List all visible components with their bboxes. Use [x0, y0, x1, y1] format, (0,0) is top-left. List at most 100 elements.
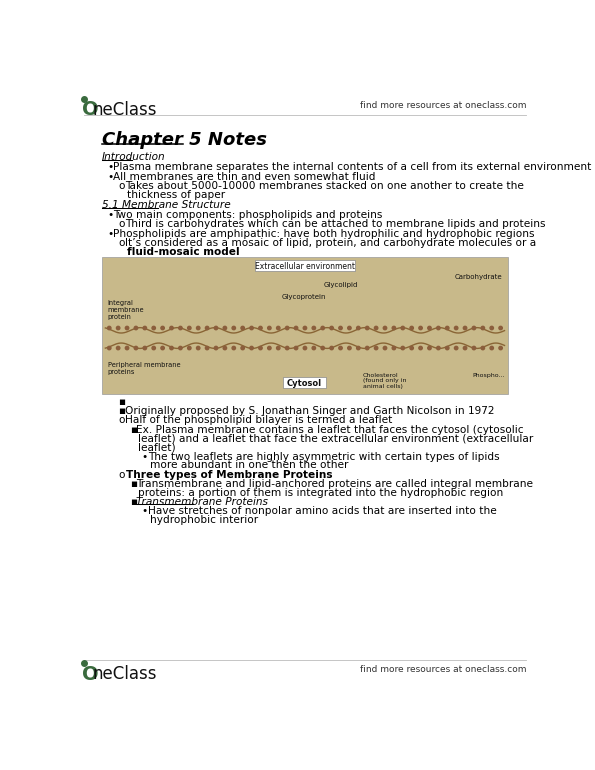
Circle shape	[196, 326, 200, 330]
Circle shape	[374, 326, 378, 330]
Text: ▪: ▪	[130, 424, 137, 434]
Circle shape	[428, 326, 431, 330]
Text: Extracellular environment: Extracellular environment	[255, 262, 355, 271]
Text: Cholesterol
(found only in
animal cells): Cholesterol (found only in animal cells)	[363, 373, 406, 390]
Circle shape	[152, 326, 155, 330]
Circle shape	[108, 326, 111, 330]
Circle shape	[410, 326, 414, 330]
Text: O: O	[82, 665, 99, 684]
Circle shape	[490, 346, 493, 350]
Text: The two leaflets are highly asymmetric with certain types of lipids: The two leaflets are highly asymmetric w…	[148, 451, 500, 461]
Text: Takes about 5000-10000 membranes stacked on one another to create the: Takes about 5000-10000 membranes stacked…	[125, 181, 524, 191]
Text: leaflet) and a leaflet that face the extracellular environment (extracellular: leaflet) and a leaflet that face the ext…	[138, 434, 533, 444]
Text: fluid-mosaic model: fluid-mosaic model	[127, 246, 240, 256]
Circle shape	[437, 326, 440, 330]
Circle shape	[499, 346, 502, 350]
Text: O: O	[82, 100, 99, 119]
Circle shape	[356, 346, 360, 350]
Circle shape	[205, 326, 209, 330]
Circle shape	[481, 326, 484, 330]
Text: •: •	[107, 162, 113, 172]
Text: leaflet): leaflet)	[138, 442, 176, 452]
Circle shape	[259, 326, 262, 330]
Circle shape	[232, 346, 236, 350]
Text: •: •	[142, 451, 148, 461]
Circle shape	[339, 346, 342, 350]
Circle shape	[187, 326, 191, 330]
Circle shape	[312, 326, 315, 330]
Text: neClass: neClass	[93, 101, 158, 119]
Text: Chapter 5 Notes: Chapter 5 Notes	[102, 131, 267, 149]
Text: •: •	[107, 229, 113, 239]
Circle shape	[117, 346, 120, 350]
Circle shape	[108, 346, 111, 350]
Circle shape	[161, 346, 164, 350]
Circle shape	[330, 346, 333, 350]
Text: Cytosol: Cytosol	[287, 379, 322, 388]
Circle shape	[428, 346, 431, 350]
Circle shape	[134, 346, 137, 350]
Circle shape	[401, 346, 405, 350]
Text: Phospho...: Phospho...	[472, 373, 505, 377]
Circle shape	[303, 326, 306, 330]
Circle shape	[223, 346, 227, 350]
Bar	[255, 260, 355, 271]
Circle shape	[446, 326, 449, 330]
Circle shape	[464, 326, 466, 330]
Text: Two main components: phospholipids and proteins: Two main components: phospholipids and p…	[113, 210, 383, 220]
Text: ▪: ▪	[118, 397, 126, 407]
Text: Have stretches of nonpolar amino acids that are inserted into the: Have stretches of nonpolar amino acids t…	[148, 507, 497, 516]
Circle shape	[472, 346, 475, 350]
Text: Plasma membrane separates the internal contents of a cell from its external envi: Plasma membrane separates the internal c…	[113, 162, 591, 172]
Circle shape	[321, 326, 324, 330]
Circle shape	[241, 346, 245, 350]
Circle shape	[117, 326, 120, 330]
Text: Introduction: Introduction	[102, 152, 165, 162]
Text: Ex. Plasma membrane contains a leaflet that faces the cytosol (cytosolic: Ex. Plasma membrane contains a leaflet t…	[136, 424, 524, 434]
Circle shape	[321, 346, 324, 350]
Text: ▪: ▪	[118, 406, 126, 416]
Circle shape	[455, 346, 458, 350]
Text: more abundant in one then the other: more abundant in one then the other	[149, 460, 348, 470]
Circle shape	[347, 326, 351, 330]
Circle shape	[187, 346, 191, 350]
Circle shape	[170, 346, 173, 350]
Circle shape	[277, 346, 280, 350]
Bar	[283, 377, 326, 388]
Circle shape	[356, 326, 360, 330]
Circle shape	[152, 346, 155, 350]
Circle shape	[268, 326, 271, 330]
Circle shape	[277, 326, 280, 330]
Circle shape	[196, 346, 200, 350]
Text: Integral
membrane
protein: Integral membrane protein	[108, 300, 145, 320]
Circle shape	[250, 326, 253, 330]
Text: It’s considered as a mosaic of lipid, protein, and carbohydrate molecules or a: It’s considered as a mosaic of lipid, pr…	[125, 238, 536, 248]
Circle shape	[214, 326, 218, 330]
Circle shape	[383, 326, 387, 330]
Circle shape	[126, 326, 129, 330]
Circle shape	[490, 326, 493, 330]
Text: Transmembrane and lipid-anchored proteins are called integral membrane: Transmembrane and lipid-anchored protein…	[136, 479, 533, 489]
Circle shape	[312, 346, 315, 350]
Circle shape	[347, 346, 351, 350]
Circle shape	[437, 346, 440, 350]
Circle shape	[383, 346, 387, 350]
Circle shape	[339, 326, 342, 330]
Text: Third is carbohydrates which can be attached to membrane lipids and proteins: Third is carbohydrates which can be atta…	[125, 219, 545, 229]
Text: Glycoprotein: Glycoprotein	[281, 294, 326, 300]
Text: o: o	[118, 415, 125, 425]
Circle shape	[499, 326, 502, 330]
Text: Originally proposed by S. Jonathan Singer and Garth Nicolson in 1972: Originally proposed by S. Jonathan Singe…	[125, 406, 494, 416]
Text: neClass: neClass	[93, 665, 158, 683]
Text: proteins: a portion of them is integrated into the hydrophobic region: proteins: a portion of them is integrate…	[138, 488, 503, 497]
Circle shape	[455, 326, 458, 330]
Text: o: o	[118, 238, 125, 248]
Circle shape	[392, 346, 396, 350]
Circle shape	[241, 326, 245, 330]
Circle shape	[446, 346, 449, 350]
Circle shape	[464, 346, 466, 350]
Text: find more resources at oneclass.com: find more resources at oneclass.com	[360, 665, 526, 675]
Circle shape	[374, 346, 378, 350]
Circle shape	[286, 326, 289, 330]
Circle shape	[223, 326, 227, 330]
